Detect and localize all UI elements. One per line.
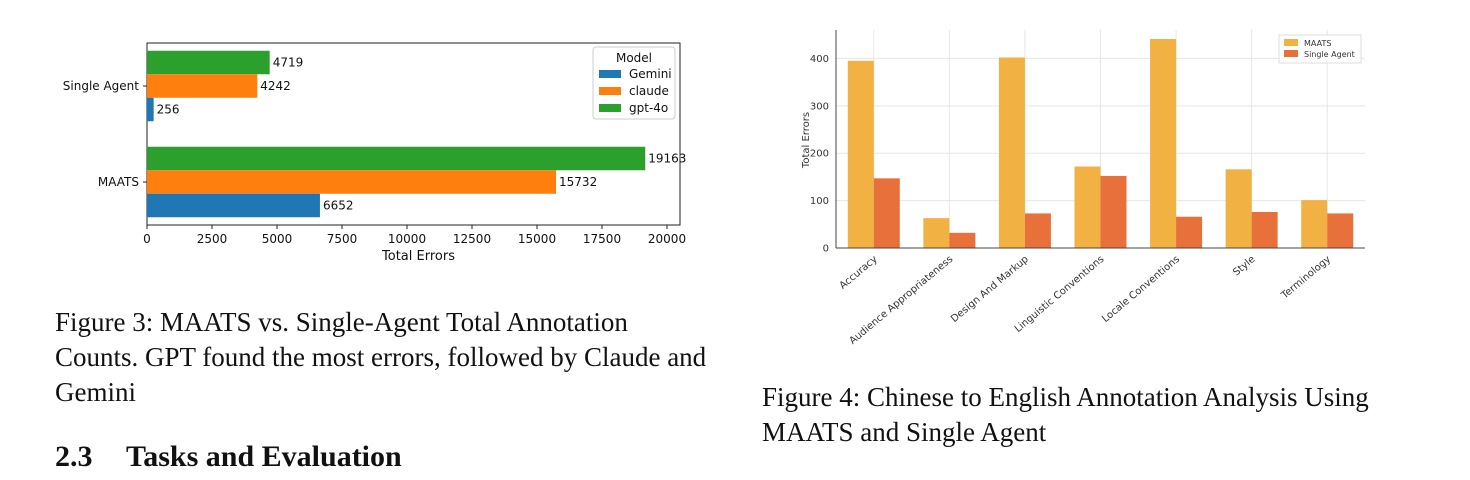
fig3-xlabel: Total Errors: [381, 249, 455, 264]
fig3-xtick-label: 0: [143, 232, 151, 246]
fig3-legend-label: gpt-4o: [629, 101, 668, 115]
section-number: 2.3: [55, 440, 93, 473]
fig4-category-label: Terminology: [1279, 254, 1333, 302]
fig4-category-label: Locale Conventions: [1100, 254, 1182, 325]
fig4-category-label: Accuracy: [838, 254, 880, 292]
fig3-xtick-label: 7500: [327, 232, 358, 246]
fig4-legend: MAATS Single Agent: [1278, 34, 1362, 64]
fig4-category-label: Design And Markup: [949, 254, 1031, 325]
figure3-chart: 4719 4242 256 Single Agent 19163 15732 6652 MAA…: [63, 42, 686, 264]
fig3-legend-title: Model: [616, 51, 652, 65]
fig4-ytick-label: 100: [810, 196, 829, 207]
fig4-bar-audience-appropriateness-maats: [923, 218, 950, 248]
fig3-xtick-label: 20000: [648, 232, 686, 246]
fig3-category-label: Single Agent: [63, 79, 140, 93]
fig3-xtick-label: 2500: [197, 232, 228, 246]
figure3-caption: Figure 3: MAATS vs. Single-Agent Total A…: [55, 307, 707, 407]
fig4-ytick-label: 200: [810, 149, 829, 160]
fig4-bar-accuracy-maats: [847, 60, 874, 248]
fig4-bar-linguistic-conventions-single-agent: [1100, 175, 1127, 248]
fig3-category-label: MAATS: [98, 175, 139, 189]
fig4-bar-locale-conventions-maats: [1150, 39, 1177, 248]
fig3-bar-label: 4242: [260, 79, 291, 93]
fig4-bar-accuracy-single-agent: [873, 178, 900, 248]
fig4-bar-terminology-maats: [1301, 200, 1328, 248]
section-heading: 2.3 Tasks and Evaluation: [55, 440, 402, 474]
fig3-bar-label: 4719: [273, 56, 304, 70]
fig4-category-label: Linguistic Conventions: [1013, 254, 1107, 335]
fig4-bar-locale-conventions-single-agent: [1176, 216, 1203, 248]
fig4-category-label: Style: [1231, 254, 1257, 279]
fig3-bar-maats-claude: [147, 170, 557, 194]
fig3-bar-single-agent-claude: [147, 74, 258, 98]
fig4-legend-label: Single Agent: [1304, 50, 1355, 59]
fig3-legend-swatch: [599, 70, 621, 78]
fig4-bar-terminology-single-agent: [1327, 213, 1354, 248]
fig3-bar-label: 256: [157, 103, 180, 117]
fig3-bar-label: 6652: [323, 199, 354, 213]
fig3-bar-label: 15732: [559, 175, 597, 189]
fig3-plot-frame: [146, 42, 681, 226]
fig3-legend-box: [592, 46, 676, 120]
fig3-xtick-label: 12500: [453, 232, 491, 246]
fig3-legend-swatch: [599, 104, 621, 112]
fig3-xtick-label: 17500: [583, 232, 621, 246]
fig3-legend-label: claude: [629, 84, 669, 98]
fig3-bar-maats-gemini: [147, 193, 320, 218]
fig3-legend-label: Gemini: [629, 67, 672, 81]
fig3-xtick-label: 10000: [388, 232, 426, 246]
fig3-legend-swatch: [599, 87, 621, 95]
fig4-legend-swatch: [1284, 50, 1298, 57]
fig3-xtick-label: 5000: [262, 232, 293, 246]
fig4-bar-audience-appropriateness-single-agent: [949, 232, 976, 248]
fig3-bar-single-agent-gemini: [147, 97, 154, 122]
fig4-bar-design-and-markup-single-agent: [1024, 213, 1051, 248]
fig3-xtick-label: 15000: [518, 232, 556, 246]
fig4-ytick-label: 300: [810, 101, 829, 112]
fig3-bar-maats-gpt-4o: [147, 146, 646, 171]
fig4-bar-linguistic-conventions-maats: [1074, 166, 1101, 248]
fig4-legend-label: MAATS: [1304, 39, 1331, 48]
fig4-ylabel: Total Errors: [801, 112, 812, 169]
fig4-ytick-label: 400: [810, 54, 829, 65]
fig4-ytick-label: 0: [823, 244, 829, 255]
section-title: Tasks and Evaluation: [126, 440, 402, 473]
fig4-bar-style-maats: [1225, 169, 1252, 248]
figure4-caption: Figure 4: Chinese to English Annotation …: [762, 382, 1369, 447]
fig4-bar-style-single-agent: [1251, 211, 1278, 248]
fig3-bar-label: 19163: [648, 152, 686, 166]
fig3-bar-single-agent-gpt-4o: [147, 50, 270, 75]
fig4-legend-swatch: [1284, 39, 1298, 46]
fig4-bar-design-and-markup-maats: [998, 57, 1025, 249]
fig3-legend: Model Gemini claude gpt-4o: [592, 46, 676, 120]
